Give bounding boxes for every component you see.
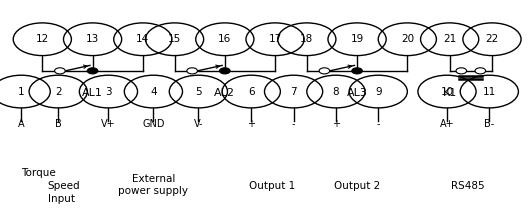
Text: 13: 13 — [86, 34, 99, 44]
Text: V+: V+ — [101, 119, 116, 129]
Text: 14: 14 — [136, 34, 150, 44]
Text: 4: 4 — [150, 87, 157, 97]
Text: 15: 15 — [168, 34, 181, 44]
Text: 3: 3 — [105, 87, 112, 97]
Text: GND: GND — [142, 119, 165, 129]
Text: +: + — [247, 119, 256, 129]
Text: A: A — [18, 119, 24, 129]
Ellipse shape — [475, 68, 486, 74]
Ellipse shape — [87, 68, 98, 74]
Text: -: - — [292, 119, 295, 129]
Text: 21: 21 — [443, 34, 457, 44]
Ellipse shape — [220, 68, 230, 74]
Text: 17: 17 — [268, 34, 282, 44]
Text: RS485: RS485 — [451, 181, 485, 191]
Text: K1: K1 — [443, 88, 457, 98]
Text: External
power supply: External power supply — [118, 174, 188, 196]
Text: V-: V- — [194, 119, 203, 129]
Text: Output 2: Output 2 — [334, 181, 380, 191]
Text: Input: Input — [48, 194, 75, 204]
Text: 20: 20 — [401, 34, 414, 44]
Ellipse shape — [187, 68, 197, 74]
Text: -: - — [377, 119, 380, 129]
Text: 6: 6 — [248, 87, 254, 97]
Text: 16: 16 — [218, 34, 232, 44]
Text: 12: 12 — [35, 34, 49, 44]
Text: 9: 9 — [375, 87, 381, 97]
Text: 8: 8 — [333, 87, 339, 97]
Text: Output 1: Output 1 — [249, 181, 296, 191]
Text: 11: 11 — [482, 87, 496, 97]
Text: Torque: Torque — [21, 168, 56, 178]
Text: +: + — [332, 119, 340, 129]
Text: B-: B- — [484, 119, 495, 129]
Ellipse shape — [352, 68, 362, 74]
Text: AL2: AL2 — [214, 88, 235, 98]
Text: 7: 7 — [290, 87, 297, 97]
Text: B: B — [55, 119, 61, 129]
Text: 10: 10 — [441, 87, 453, 97]
Text: AL1: AL1 — [82, 88, 103, 98]
Text: 18: 18 — [300, 34, 314, 44]
Text: AL3: AL3 — [346, 88, 368, 98]
Text: 2: 2 — [55, 87, 61, 97]
Text: 19: 19 — [350, 34, 364, 44]
Text: A+: A+ — [440, 119, 454, 129]
Text: Speed: Speed — [48, 181, 80, 191]
Text: 1: 1 — [18, 87, 24, 97]
Ellipse shape — [319, 68, 330, 74]
Ellipse shape — [54, 68, 65, 74]
Text: 22: 22 — [485, 34, 499, 44]
Text: 5: 5 — [195, 87, 202, 97]
Ellipse shape — [456, 68, 467, 74]
